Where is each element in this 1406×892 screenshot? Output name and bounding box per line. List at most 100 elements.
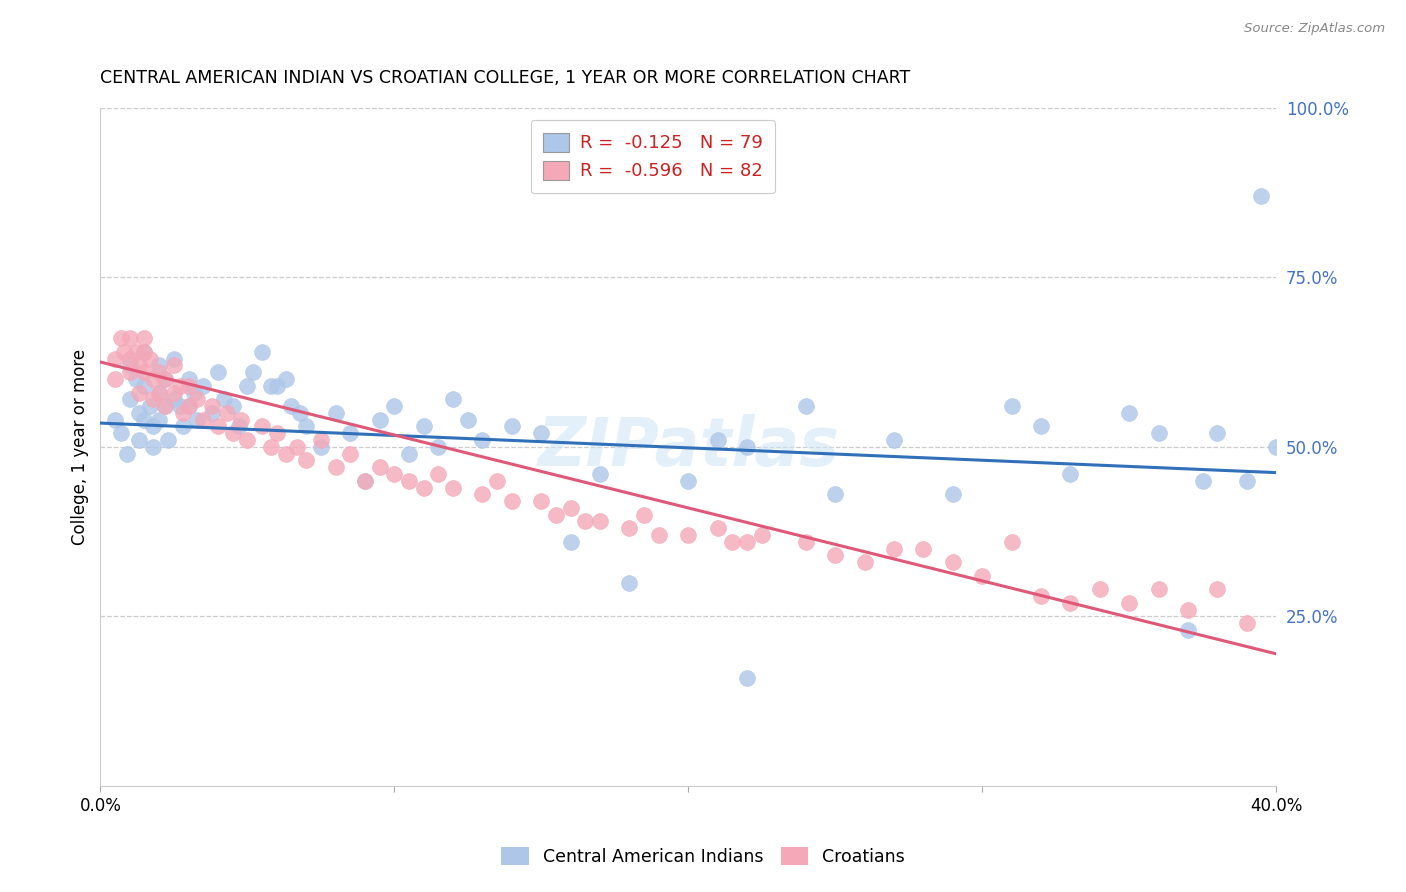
Point xyxy=(1147,582,1170,597)
Point xyxy=(544,508,567,522)
Point xyxy=(118,331,141,345)
Point xyxy=(1236,474,1258,488)
Point xyxy=(285,440,308,454)
Point xyxy=(735,671,758,685)
Point xyxy=(1177,603,1199,617)
Point xyxy=(560,534,582,549)
Point xyxy=(1029,589,1052,603)
Point xyxy=(134,331,156,345)
Point xyxy=(280,399,302,413)
Point xyxy=(309,440,332,454)
Point xyxy=(134,365,156,379)
Point xyxy=(266,378,288,392)
Point xyxy=(412,419,434,434)
Point xyxy=(142,392,165,407)
Point xyxy=(172,406,194,420)
Point xyxy=(412,481,434,495)
Point xyxy=(221,426,243,441)
Point xyxy=(824,549,846,563)
Point xyxy=(148,365,170,379)
Point xyxy=(339,447,361,461)
Point xyxy=(260,440,283,454)
Point xyxy=(274,372,297,386)
Point xyxy=(589,467,612,481)
Point xyxy=(266,426,288,441)
Point xyxy=(706,521,728,535)
Point xyxy=(942,487,965,501)
Point xyxy=(368,413,391,427)
Point xyxy=(148,385,170,400)
Point xyxy=(1118,406,1140,420)
Point xyxy=(1206,582,1229,597)
Point xyxy=(1059,467,1081,481)
Point xyxy=(912,541,935,556)
Point xyxy=(486,474,509,488)
Point xyxy=(104,351,127,366)
Point xyxy=(153,399,176,413)
Point xyxy=(172,419,194,434)
Point xyxy=(242,365,264,379)
Point xyxy=(501,419,523,434)
Point xyxy=(1265,440,1288,454)
Point xyxy=(169,399,191,413)
Point xyxy=(325,406,347,420)
Point xyxy=(501,494,523,508)
Point xyxy=(250,344,273,359)
Point xyxy=(309,433,332,447)
Legend: Central American Indians, Croatians: Central American Indians, Croatians xyxy=(494,840,912,872)
Point xyxy=(560,500,582,515)
Point xyxy=(177,372,200,386)
Point xyxy=(163,351,186,366)
Point xyxy=(471,433,494,447)
Point xyxy=(648,528,671,542)
Point xyxy=(148,385,170,400)
Point xyxy=(142,372,165,386)
Point xyxy=(325,460,347,475)
Point xyxy=(112,344,135,359)
Point xyxy=(110,331,132,345)
Point xyxy=(382,467,405,481)
Point xyxy=(148,359,170,373)
Point xyxy=(1000,399,1022,413)
Point xyxy=(1206,426,1229,441)
Point xyxy=(382,399,405,413)
Point xyxy=(142,419,165,434)
Point xyxy=(398,447,420,461)
Point xyxy=(250,419,273,434)
Point xyxy=(104,372,127,386)
Point xyxy=(354,474,377,488)
Point xyxy=(1177,623,1199,637)
Point xyxy=(1118,596,1140,610)
Point xyxy=(177,378,200,392)
Point xyxy=(619,575,641,590)
Point xyxy=(427,440,450,454)
Point xyxy=(1000,534,1022,549)
Point xyxy=(156,433,179,447)
Point xyxy=(231,413,253,427)
Point xyxy=(1059,596,1081,610)
Point xyxy=(735,440,758,454)
Point xyxy=(457,413,479,427)
Point xyxy=(201,399,224,413)
Point xyxy=(228,419,250,434)
Point xyxy=(1088,582,1111,597)
Point xyxy=(186,413,208,427)
Point xyxy=(193,413,215,427)
Point xyxy=(142,440,165,454)
Point xyxy=(128,433,150,447)
Point xyxy=(163,359,186,373)
Point xyxy=(134,413,156,427)
Point xyxy=(236,378,259,392)
Point xyxy=(118,351,141,366)
Point xyxy=(201,406,224,420)
Point xyxy=(236,433,259,447)
Point xyxy=(274,447,297,461)
Point xyxy=(148,413,170,427)
Point xyxy=(153,399,176,413)
Point xyxy=(441,392,464,407)
Point xyxy=(398,474,420,488)
Point xyxy=(128,406,150,420)
Point xyxy=(427,467,450,481)
Point xyxy=(883,541,905,556)
Point xyxy=(441,481,464,495)
